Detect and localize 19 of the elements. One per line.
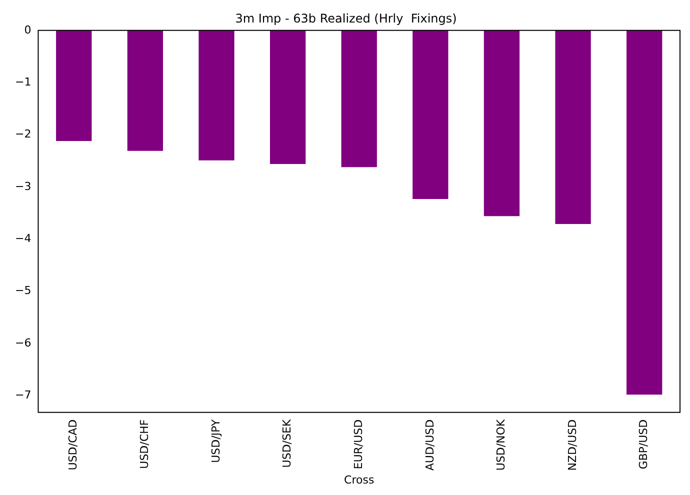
x-tick-label: AUD/USD [423, 419, 436, 471]
chart-title: 3m Imp - 63b Realized (Hrly Fixings) [235, 11, 457, 26]
x-tick-label: USD/CHF [138, 419, 152, 469]
x-tick-label: USD/SEK [280, 418, 294, 468]
x-tick-label: USD/NOK [494, 418, 508, 471]
x-tick-label: EUR/USD [352, 419, 365, 470]
y-tick-label: −4 [14, 232, 32, 245]
y-tick-label: −5 [14, 284, 32, 298]
y-tick-label: −6 [14, 336, 32, 350]
x-tick-label: USD/CAD [66, 419, 80, 470]
y-tick-label: −3 [14, 180, 32, 193]
y-tick-label: −1 [14, 75, 32, 88]
y-tick-label: −2 [14, 128, 32, 141]
x-tick-label: NZD/USD [566, 419, 579, 471]
x-axis-title: Cross [344, 473, 374, 486]
x-tick-label: GBP/USD [637, 419, 650, 470]
y-tick-label: 0 [24, 23, 32, 36]
x-tick-label: USD/JPY [209, 419, 222, 463]
y-tick-label: −7 [14, 388, 32, 402]
